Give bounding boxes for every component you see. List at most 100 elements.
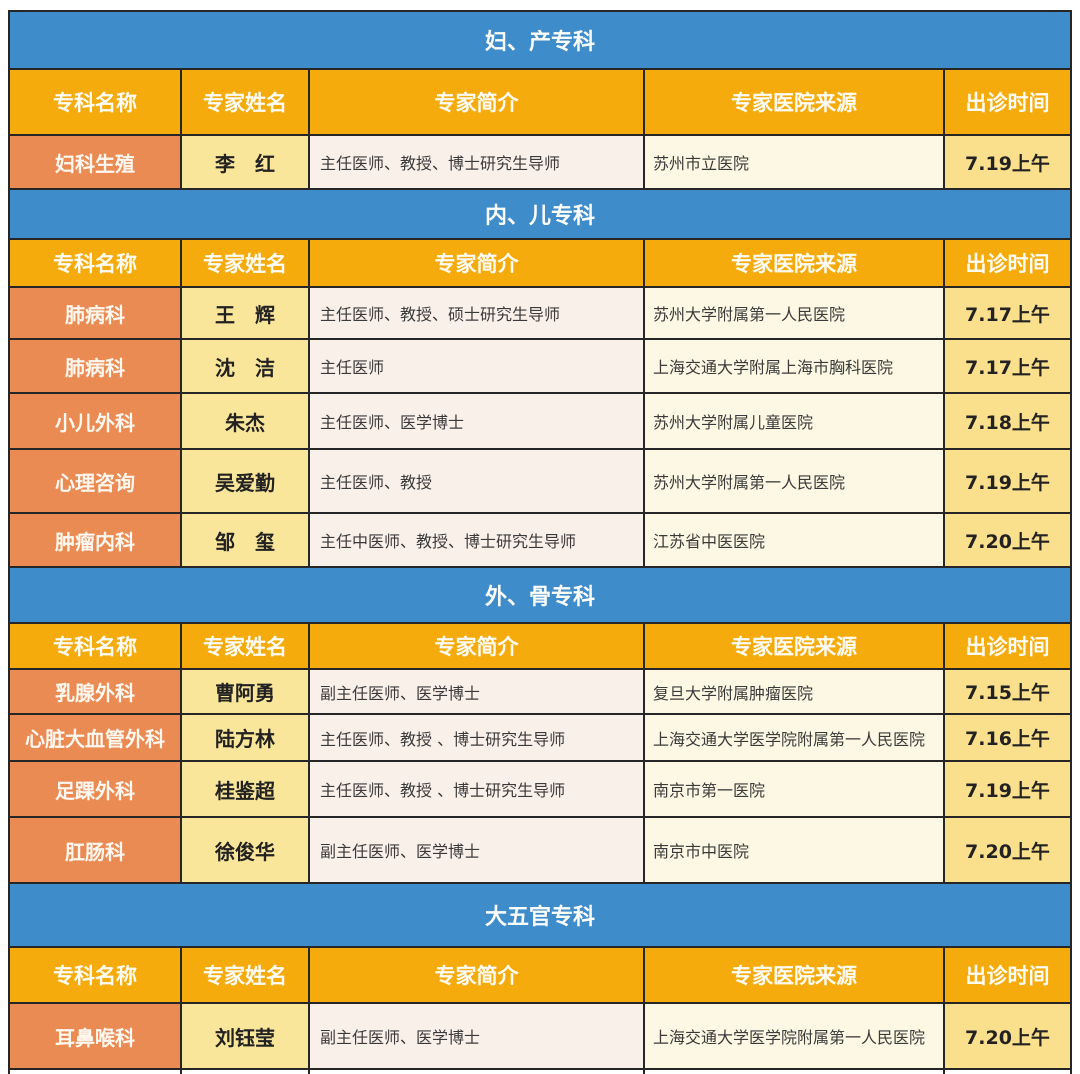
col-header-visit-time: 出诊时间 (945, 240, 1070, 286)
cell-hospital: 苏州市立医院 (645, 136, 945, 188)
table-row: 妇科生殖 李 红 主任医师、教授、博士研究生导师 苏州市立医院 7.19上午 (10, 136, 1070, 190)
cell-visit-time: 7.20上午 (945, 818, 1070, 882)
table-row: 肛肠科 徐俊华 副主任医师、医学博士 南京市中医院 7.20上午 (10, 818, 1070, 884)
cell-visit-time: 7.20上午 (945, 514, 1070, 566)
section-band-internal-pediatrics: 内、儿专科 (10, 190, 1070, 240)
table-row: 耳鼻喉科 刘钰莹 副主任医师、医学博士 上海交通大学医学院附属第一人民医院 7.… (10, 1004, 1070, 1070)
cell-hospital: 江苏省中医医院 (645, 514, 945, 566)
column-header-row: 专科名称 专家姓名 专家简介 专家医院来源 出诊时间 (10, 624, 1070, 670)
cell-expert-intro: 主任医师、教授、硕士研究生导师 (310, 288, 645, 338)
cell-hospital: 复旦大学附属肿瘤医院 (645, 670, 945, 713)
cell-expert-name: 朱杰 (182, 394, 310, 448)
column-header-row: 专科名称 专家姓名 专家简介 专家医院来源 出诊时间 (10, 240, 1070, 288)
col-header-visit-time: 出诊时间 (945, 70, 1070, 134)
col-header-expert-name: 专家姓名 (182, 948, 310, 1002)
cell-hospital: 上海交通大学医学院附属第一人民医院 (645, 715, 945, 760)
table-row: 肿瘤内科 邹 玺 主任中医师、教授、博士研究生导师 江苏省中医医院 7.20上午 (10, 514, 1070, 568)
cell-expert-intro: 主任医师、教授 、博士研究生导师 (310, 762, 645, 816)
table-row: 足踝外科 桂鉴超 主任医师、教授 、博士研究生导师 南京市第一医院 7.19上午 (10, 762, 1070, 818)
cell-hospital: 上海交通大学医学院附属第一人民医院 (645, 1004, 945, 1068)
col-header-expert-intro: 专家简介 (310, 948, 645, 1002)
expert-schedule-table: 妇、产专科 专科名称 专家姓名 专家简介 专家医院来源 出诊时间 妇科生殖 李 … (8, 10, 1072, 1074)
col-header-specialty: 专科名称 (10, 240, 182, 286)
table-row: 心理咨询 吴爱勤 主任医师、教授 苏州大学附属第一人民医院 7.19上午 (10, 450, 1070, 514)
cell-partial (182, 1070, 310, 1074)
col-header-hospital: 专家医院来源 (645, 948, 945, 1002)
cell-specialty: 肛肠科 (10, 818, 182, 882)
col-header-visit-time: 出诊时间 (945, 948, 1070, 1002)
col-header-expert-name: 专家姓名 (182, 70, 310, 134)
table-row: 小儿外科 朱杰 主任医师、医学博士 苏州大学附属儿童医院 7.18上午 (10, 394, 1070, 450)
cell-visit-time: 7.17上午 (945, 340, 1070, 392)
cell-partial (310, 1070, 645, 1074)
cell-expert-name: 桂鉴超 (182, 762, 310, 816)
col-header-expert-intro: 专家简介 (310, 240, 645, 286)
table-row: 乳腺外科 曹阿勇 副主任医师、医学博士 复旦大学附属肿瘤医院 7.15上午 (10, 670, 1070, 715)
cell-expert-intro: 主任医师 (310, 340, 645, 392)
cell-visit-time: 7.19上午 (945, 450, 1070, 512)
cell-partial (945, 1070, 1070, 1074)
cell-partial (10, 1070, 182, 1074)
cell-specialty: 心理咨询 (10, 450, 182, 512)
col-header-hospital: 专家医院来源 (645, 240, 945, 286)
table-row: 肺病科 王 辉 主任医师、教授、硕士研究生导师 苏州大学附属第一人民医院 7.1… (10, 288, 1070, 340)
cell-specialty: 足踝外科 (10, 762, 182, 816)
section-band-gynecology: 妇、产专科 (10, 12, 1070, 70)
table-row: 心脏大血管外科 陆方林 主任医师、教授 、博士研究生导师 上海交通大学医学院附属… (10, 715, 1070, 762)
cell-specialty: 肿瘤内科 (10, 514, 182, 566)
cell-visit-time: 7.19上午 (945, 762, 1070, 816)
col-header-expert-intro: 专家简介 (310, 624, 645, 668)
col-header-specialty: 专科名称 (10, 948, 182, 1002)
cell-visit-time: 7.16上午 (945, 715, 1070, 760)
cell-hospital: 南京市中医院 (645, 818, 945, 882)
cell-expert-name: 吴爱勤 (182, 450, 310, 512)
cell-hospital: 苏州大学附属第一人民医院 (645, 288, 945, 338)
cell-specialty: 肺病科 (10, 340, 182, 392)
cell-expert-name: 王 辉 (182, 288, 310, 338)
cell-expert-name: 邹 玺 (182, 514, 310, 566)
col-header-specialty: 专科名称 (10, 70, 182, 134)
cell-expert-name: 陆方林 (182, 715, 310, 760)
cell-visit-time: 7.20上午 (945, 1004, 1070, 1068)
cell-specialty: 肺病科 (10, 288, 182, 338)
column-header-row: 专科名称 专家姓名 专家简介 专家医院来源 出诊时间 (10, 948, 1070, 1004)
cell-expert-intro: 副主任医师、医学博士 (310, 818, 645, 882)
cell-specialty: 耳鼻喉科 (10, 1004, 182, 1068)
cell-visit-time: 7.18上午 (945, 394, 1070, 448)
table-row: 肺病科 沈 洁 主任医师 上海交通大学附属上海市胸科医院 7.17上午 (10, 340, 1070, 394)
cell-visit-time: 7.19上午 (945, 136, 1070, 188)
cell-expert-name: 李 红 (182, 136, 310, 188)
cell-specialty: 小儿外科 (10, 394, 182, 448)
cell-hospital: 苏州大学附属第一人民医院 (645, 450, 945, 512)
col-header-specialty: 专科名称 (10, 624, 182, 668)
col-header-expert-intro: 专家简介 (310, 70, 645, 134)
cell-visit-time: 7.15上午 (945, 670, 1070, 713)
cell-visit-time: 7.17上午 (945, 288, 1070, 338)
cell-specialty: 乳腺外科 (10, 670, 182, 713)
cell-expert-intro: 副主任医师、医学博士 (310, 670, 645, 713)
cell-expert-name: 曹阿勇 (182, 670, 310, 713)
col-header-hospital: 专家医院来源 (645, 624, 945, 668)
cell-expert-name: 沈 洁 (182, 340, 310, 392)
col-header-visit-time: 出诊时间 (945, 624, 1070, 668)
cell-expert-intro: 主任医师、医学博士 (310, 394, 645, 448)
column-header-row: 专科名称 专家姓名 专家简介 专家医院来源 出诊时间 (10, 70, 1070, 136)
section-band-surgery-orthopedics: 外、骨专科 (10, 568, 1070, 624)
cell-expert-intro: 主任医师、教授 、博士研究生导师 (310, 715, 645, 760)
table-row-partial (10, 1070, 1070, 1074)
col-header-expert-name: 专家姓名 (182, 240, 310, 286)
cell-hospital: 南京市第一医院 (645, 762, 945, 816)
col-header-expert-name: 专家姓名 (182, 624, 310, 668)
cell-expert-name: 刘钰莹 (182, 1004, 310, 1068)
section-band-ent: 大五官专科 (10, 884, 1070, 948)
cell-expert-intro: 主任中医师、教授、博士研究生导师 (310, 514, 645, 566)
cell-partial (645, 1070, 945, 1074)
cell-expert-intro: 主任医师、教授 (310, 450, 645, 512)
cell-expert-intro: 主任医师、教授、博士研究生导师 (310, 136, 645, 188)
cell-specialty: 妇科生殖 (10, 136, 182, 188)
cell-expert-intro: 副主任医师、医学博士 (310, 1004, 645, 1068)
cell-hospital: 苏州大学附属儿童医院 (645, 394, 945, 448)
cell-expert-name: 徐俊华 (182, 818, 310, 882)
col-header-hospital: 专家医院来源 (645, 70, 945, 134)
